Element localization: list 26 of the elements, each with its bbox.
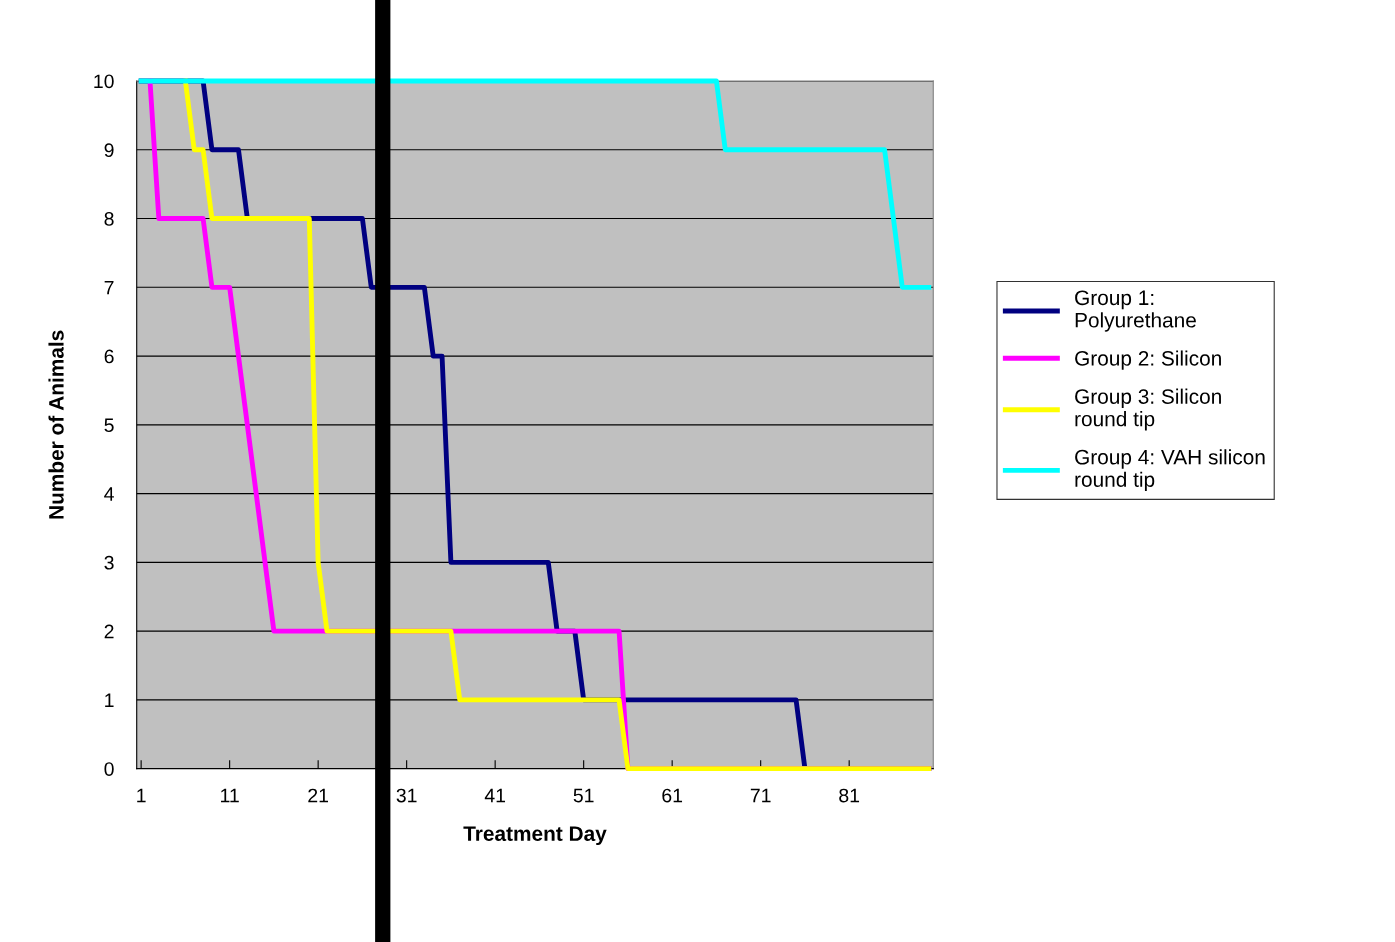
x-tick-label: 81 [839, 788, 860, 803]
legend-label: Group 4: VAH silicon round tip [1075, 449, 1265, 492]
y-tick-label: 6 [104, 349, 114, 364]
y-tick-label: 2 [104, 624, 114, 639]
x-tick-label: 61 [662, 788, 683, 803]
x-tick-label: 31 [396, 788, 417, 803]
y-tick-label: 5 [104, 418, 114, 433]
legend-label: Group 3: Silicon round tip [1075, 388, 1221, 431]
x-tick-label: 11 [221, 788, 239, 803]
x-tick-label: 71 [750, 788, 771, 803]
x-tick-label: 1 [137, 788, 146, 803]
x-tick-label: 21 [308, 788, 329, 803]
y-tick-label: 10 [94, 74, 114, 89]
x-tick-label: 41 [484, 788, 506, 803]
legend-label: Group 1: Polyurethane [1075, 290, 1196, 332]
y-tick-label: 3 [104, 555, 114, 570]
y-tick-label: 1 [105, 693, 114, 707]
y-tick-label: 8 [104, 212, 114, 226]
y-axis-title: Number of Animals [48, 330, 64, 519]
y-tick-label: 4 [104, 487, 114, 501]
x-tick-label: 51 [573, 788, 594, 803]
legend-label: Group 2: Silicon [1075, 350, 1221, 370]
y-tick-label: 9 [104, 143, 114, 158]
y-tick-label: 7 [104, 280, 114, 295]
x-axis-title: Treatment Day [463, 826, 607, 846]
y-tick-label: 0 [104, 762, 114, 776]
